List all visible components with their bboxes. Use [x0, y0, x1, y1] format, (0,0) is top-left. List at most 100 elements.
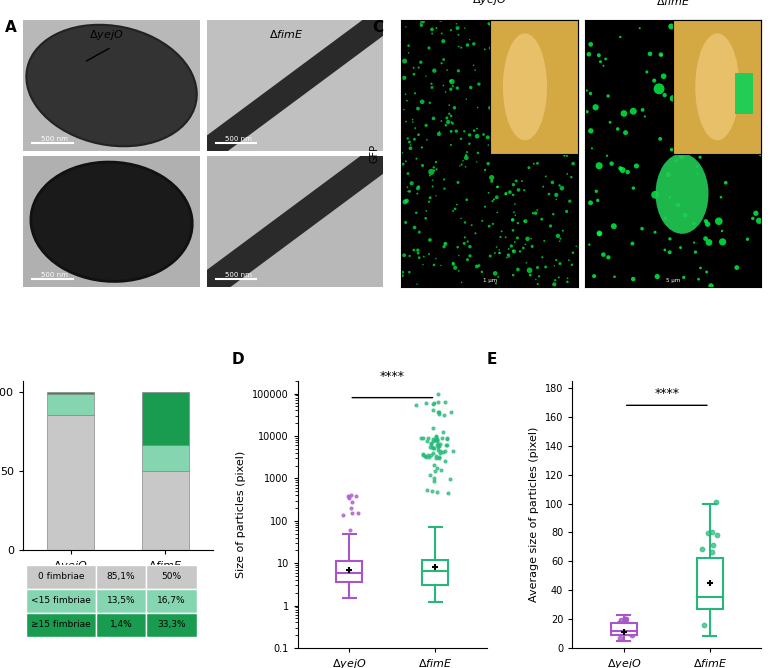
Point — [491, 207, 503, 218]
Point — [427, 434, 440, 445]
Point — [446, 118, 458, 129]
Point — [450, 126, 462, 136]
Point — [516, 176, 528, 186]
Point — [507, 190, 519, 200]
Point — [605, 158, 618, 169]
Point — [430, 164, 443, 174]
Point — [426, 442, 438, 452]
Point — [505, 240, 517, 251]
Point — [630, 160, 643, 171]
Point — [486, 45, 498, 55]
Point — [548, 279, 560, 290]
Point — [483, 18, 495, 29]
Point — [602, 91, 615, 102]
Point — [565, 172, 577, 182]
Point — [413, 62, 425, 73]
Point — [469, 228, 482, 238]
Point — [413, 253, 425, 263]
Point — [716, 236, 729, 247]
Point — [664, 247, 676, 258]
Point — [351, 508, 364, 518]
Point — [458, 126, 471, 137]
Point — [409, 222, 421, 233]
Point — [553, 236, 566, 246]
Point — [584, 126, 597, 136]
Point — [445, 117, 458, 128]
Point — [426, 24, 438, 35]
Point — [528, 35, 541, 46]
Point — [441, 113, 453, 124]
Point — [524, 270, 536, 281]
Point — [604, 117, 616, 128]
Point — [439, 238, 451, 249]
Point — [702, 237, 715, 248]
Point — [733, 24, 745, 35]
Text: 5 µm: 5 µm — [666, 278, 681, 283]
Point — [580, 106, 593, 117]
Point — [701, 585, 713, 596]
Point — [451, 177, 464, 188]
Point — [472, 102, 484, 113]
Point — [403, 267, 416, 277]
Point — [507, 139, 520, 150]
Point — [507, 225, 519, 236]
Point — [460, 152, 472, 163]
Point — [477, 129, 490, 140]
Point — [420, 71, 432, 81]
Point — [455, 134, 467, 144]
Point — [618, 108, 630, 119]
Point — [425, 438, 437, 448]
Point — [345, 490, 357, 501]
Point — [720, 178, 732, 188]
Point — [538, 95, 550, 106]
Point — [491, 182, 503, 192]
Point — [620, 617, 632, 628]
Point — [497, 71, 509, 82]
Point — [622, 167, 634, 178]
Point — [486, 51, 498, 61]
Point — [566, 259, 578, 270]
Point — [542, 124, 555, 135]
Point — [529, 64, 542, 75]
Point — [479, 164, 491, 175]
Text: 1,4%: 1,4% — [110, 620, 132, 629]
Point — [523, 104, 535, 114]
Text: 1 µm: 1 µm — [483, 278, 497, 283]
Point — [448, 102, 461, 113]
Point — [562, 76, 574, 87]
Point — [619, 613, 632, 624]
Point — [463, 34, 476, 45]
Point — [570, 241, 583, 252]
Point — [752, 18, 765, 29]
Point — [438, 396, 451, 407]
Point — [555, 47, 567, 58]
Point — [455, 159, 468, 170]
Point — [613, 618, 625, 629]
Point — [426, 28, 438, 39]
Point — [430, 434, 442, 445]
Point — [430, 157, 442, 168]
Point — [434, 438, 446, 449]
Point — [737, 50, 749, 61]
Point — [433, 452, 445, 462]
Point — [409, 123, 421, 134]
Point — [427, 422, 440, 433]
Point — [588, 271, 601, 281]
Point — [730, 263, 743, 273]
Point — [508, 236, 521, 247]
Point — [507, 246, 520, 257]
Point — [530, 274, 542, 285]
Point — [441, 440, 453, 450]
Point — [398, 250, 410, 261]
Point — [545, 220, 557, 231]
Point — [507, 179, 520, 190]
Point — [545, 125, 558, 136]
Point — [494, 232, 507, 242]
Point — [476, 267, 488, 277]
Point — [417, 432, 430, 443]
Text: <15 fimbriae: <15 fimbriae — [31, 596, 91, 605]
Text: 500 nm: 500 nm — [225, 272, 252, 278]
Point — [461, 194, 473, 205]
Point — [511, 114, 524, 125]
Point — [750, 208, 762, 218]
